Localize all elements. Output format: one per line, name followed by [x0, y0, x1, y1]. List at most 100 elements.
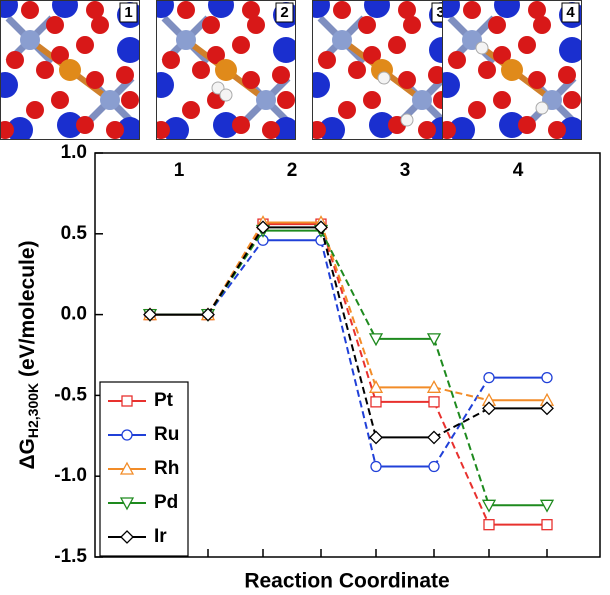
level-marker: [370, 396, 382, 408]
atom-red: [468, 101, 486, 119]
connector: [433, 338, 490, 506]
y-tick-label: 0.5: [61, 223, 88, 244]
stage-label: 2: [287, 160, 298, 181]
atom-red: [232, 116, 250, 134]
atom-red: [418, 121, 436, 139]
level-marker: [143, 307, 157, 322]
level-marker: [201, 307, 215, 322]
atom-gray: [20, 30, 40, 50]
structure-panel: 3: [312, 0, 452, 140]
atom-red: [478, 61, 496, 79]
y-title-sub: H2,300K: [25, 383, 41, 438]
atom-red: [156, 121, 170, 139]
atom-red: [348, 61, 366, 79]
atom-red: [398, 71, 416, 89]
atom-red: [162, 51, 180, 69]
atom-red: [318, 51, 336, 69]
connector: [207, 226, 264, 316]
atom-red: [202, 16, 220, 34]
atom-blue: [7, 117, 33, 140]
atom-red: [358, 16, 376, 34]
atom-red: [463, 1, 481, 19]
atom-red: [51, 46, 69, 64]
atom-red: [277, 91, 295, 109]
stage-label: 4: [513, 160, 524, 181]
level-marker: [256, 220, 270, 235]
level-marker: [482, 401, 496, 416]
atoms: [0, 0, 140, 140]
connector: [320, 222, 377, 388]
atom-red: [442, 121, 456, 139]
y-tick-label: -1.0: [54, 465, 87, 486]
atom-red: [363, 46, 381, 64]
panel-label-box: [119, 2, 138, 23]
atom-gray: [176, 30, 196, 50]
atom-h: [377, 71, 391, 85]
legend-label: Ru: [154, 424, 179, 445]
atom-red: [272, 66, 290, 84]
atom-red: [312, 121, 326, 139]
atom-red: [247, 16, 265, 34]
series: [144, 234, 553, 473]
atom-red: [518, 36, 536, 54]
atom-h: [400, 113, 414, 127]
atom-red: [488, 16, 506, 34]
atom-h: [475, 41, 489, 55]
panel-label: 3: [436, 4, 444, 21]
atom-blue: [0, 72, 18, 98]
atom-red: [51, 91, 69, 109]
atom-red: [448, 51, 466, 69]
atom-red: [493, 91, 511, 109]
level-marker: [483, 519, 495, 531]
atom-red: [121, 91, 139, 109]
panel-label: 1: [124, 4, 132, 21]
atom-red: [76, 36, 94, 54]
level-marker: [540, 401, 554, 416]
series: [142, 224, 555, 513]
atom-blue: [319, 117, 345, 140]
atom-red: [36, 61, 54, 79]
level-marker: [483, 371, 495, 384]
atom-red: [192, 61, 210, 79]
atom-red: [46, 16, 64, 34]
atom-red: [533, 16, 551, 34]
level-marker: [541, 371, 553, 384]
atom-red: [518, 116, 536, 134]
level-marker: [426, 379, 442, 393]
level-marker: [481, 499, 497, 513]
atom-orange: [215, 59, 237, 81]
atom-red: [262, 121, 280, 139]
atom-gray: [412, 90, 432, 110]
structure-panel: 2: [156, 0, 296, 140]
stage-label: 3: [400, 160, 411, 181]
legend-marker: [119, 497, 135, 511]
atom-blue: [312, 72, 330, 98]
level-marker: [369, 430, 383, 445]
panel-label-box: [561, 2, 580, 23]
atom-blue: [117, 37, 140, 63]
structure-panel: 1: [0, 0, 140, 140]
atom-blue: [442, 0, 460, 18]
atom-red: [21, 1, 39, 19]
atom-red: [182, 101, 200, 119]
atom-blue: [57, 112, 83, 138]
atom-red: [232, 36, 250, 54]
connector: [433, 377, 490, 468]
panel-label: 4: [566, 4, 575, 21]
atom-red: [338, 101, 356, 119]
atom-red: [403, 16, 421, 34]
atom-red: [333, 1, 351, 19]
series: [143, 220, 554, 445]
atom-blue: [494, 0, 520, 18]
atom-red: [26, 101, 44, 119]
panel-label: 2: [280, 4, 288, 21]
atom-red: [86, 71, 104, 89]
y-title-unit: (eV/molecule): [16, 240, 39, 382]
legend-marker: [120, 530, 134, 544]
atom-red: [363, 91, 381, 109]
level-marker: [368, 379, 384, 393]
atom-gray: [256, 90, 276, 110]
atom-blue: [442, 72, 460, 98]
x-axis-title: Reaction Coordinate: [244, 570, 449, 593]
legend-marker: [121, 395, 133, 407]
